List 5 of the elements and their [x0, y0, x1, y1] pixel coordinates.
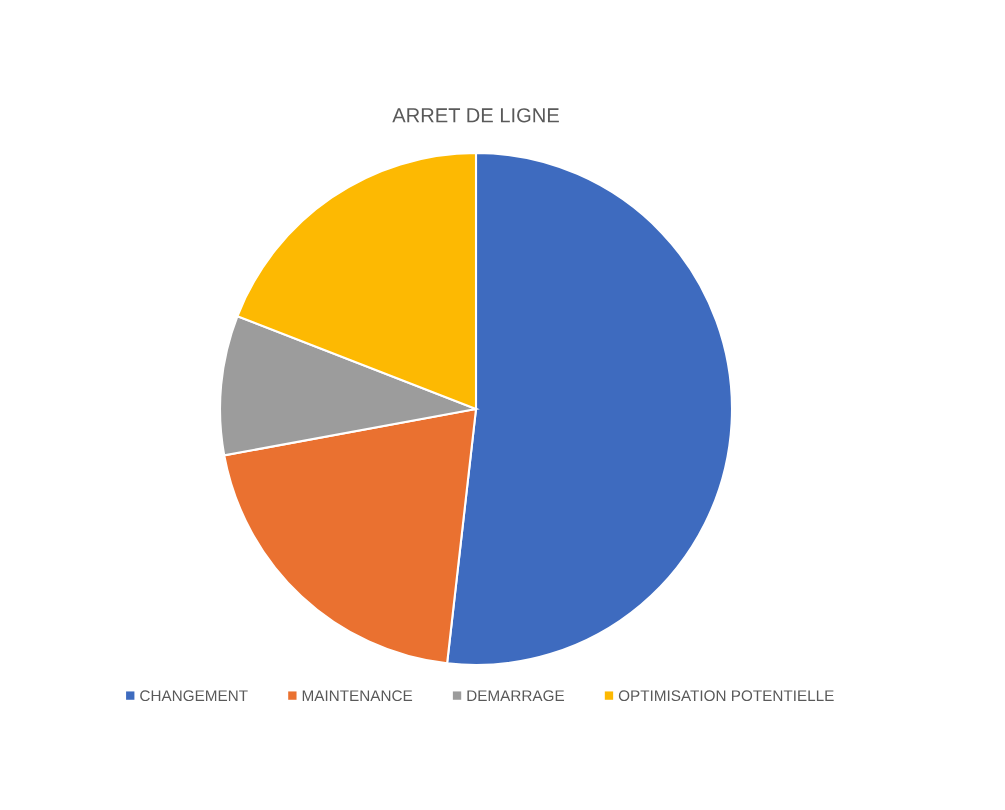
legend-label: MAINTENANCE — [302, 690, 413, 702]
legend-label: OPTIMISATION POTENTIELLE — [618, 690, 834, 702]
legend-label: DEMARRAGE — [467, 690, 565, 702]
legend-label: CHANGEMENT — [140, 690, 248, 702]
chart-title: ARRET DE LIGNE — [392, 108, 559, 123]
